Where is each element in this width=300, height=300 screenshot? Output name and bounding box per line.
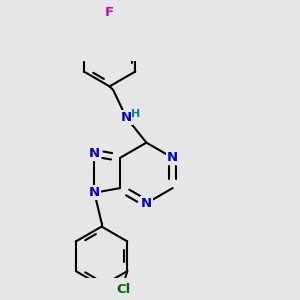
Text: N: N — [167, 151, 178, 164]
Text: H: H — [131, 109, 140, 119]
Text: N: N — [141, 197, 152, 210]
Text: N: N — [89, 147, 100, 160]
Text: N: N — [121, 111, 132, 124]
Text: Cl: Cl — [117, 284, 131, 296]
Text: F: F — [105, 6, 114, 19]
Text: N: N — [89, 186, 100, 199]
